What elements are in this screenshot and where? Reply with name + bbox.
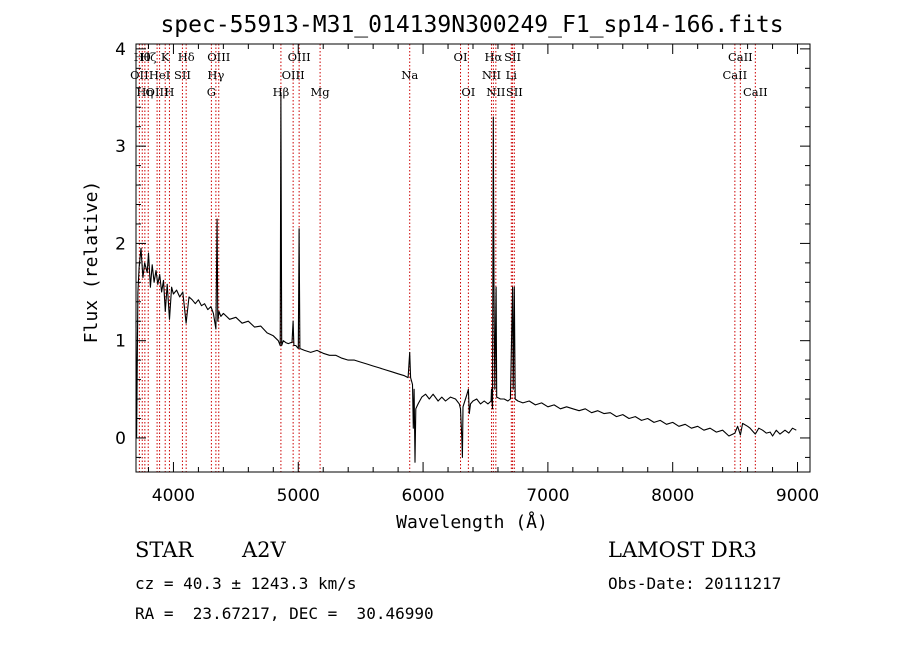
line-marker-label: SII <box>174 68 191 82</box>
x-tick-label: 8000 <box>651 486 694 506</box>
line-marker-label: OII <box>130 68 149 82</box>
line-marker-label: CaII <box>728 50 753 64</box>
line-marker-label: Hα <box>484 50 502 64</box>
redshift-cz: cz = 40.3 ± 1243.3 km/s <box>135 574 357 593</box>
x-tick-label: 7000 <box>526 486 569 506</box>
spectrum-chart: spec-55913-M31_014139N300249_F1_sp14-166… <box>81 12 819 533</box>
line-marker-label: NII <box>486 85 505 99</box>
y-tick-label: 2 <box>115 234 126 254</box>
line-marker-label: Li <box>506 68 518 82</box>
line-marker-label: Mg <box>311 85 331 99</box>
line-marker-label: OIII <box>207 50 230 64</box>
line-marker-label: Hθ <box>134 50 151 64</box>
plot-frame <box>135 43 811 473</box>
line-marker-label: HeI <box>149 68 170 82</box>
x-tick-label: 5000 <box>277 486 320 506</box>
line-marker-label: Hγ <box>207 68 224 82</box>
y-tick-label: 4 <box>115 40 126 60</box>
line-marker-label: K <box>161 50 170 64</box>
line-marker-label: OI <box>461 85 475 99</box>
line-marker-label: SII <box>506 85 523 99</box>
line-markers <box>138 44 756 472</box>
y-tick-label: 1 <box>115 332 126 352</box>
ra-dec: RA = 23.67217, DEC = 30.46990 <box>135 604 434 623</box>
line-marker-label: Hβ <box>273 85 290 99</box>
line-marker-label: Hδ <box>178 50 195 64</box>
line-marker-label: OIII <box>282 68 305 82</box>
x-tick-label: 9000 <box>776 486 819 506</box>
line-marker-label: NII <box>482 68 501 82</box>
line-marker-label: G <box>207 85 216 99</box>
axis-tick-labels: 4000 5000 6000 7000 8000 9000 0 1 2 3 4 <box>115 40 819 506</box>
line-marker-label: Hη <box>136 85 153 99</box>
line-marker-label: OI <box>454 50 468 64</box>
line-marker-label: H <box>164 85 174 99</box>
y-axis-label: Flux (relative) <box>81 181 102 344</box>
object-class: STAR <box>135 538 194 562</box>
line-marker-labels: OIIHθHηHζOIIIHeIKHSIIHδGHγOIIIHβOIIIOIII… <box>130 50 768 99</box>
object-subclass: A2V <box>242 538 286 562</box>
line-marker-label: Hζ <box>140 50 156 64</box>
line-marker-label: OIII <box>288 50 311 64</box>
line-marker-label: Na <box>401 68 418 82</box>
x-tick-label: 4000 <box>152 486 195 506</box>
survey-name: LAMOST DR3 <box>608 538 757 562</box>
line-marker-label: SII <box>504 50 521 64</box>
y-tick-label: 0 <box>115 429 126 449</box>
axis-ticks <box>136 44 810 472</box>
chart-title: spec-55913-M31_014139N300249_F1_sp14-166… <box>160 12 783 38</box>
x-tick-label: 6000 <box>401 486 444 506</box>
line-marker-label: OIII <box>146 85 169 99</box>
line-marker-label: CaII <box>743 85 768 99</box>
y-tick-label: 3 <box>115 137 126 157</box>
spectrum-line <box>135 92 797 463</box>
observation-date: Obs-Date: 20111217 <box>608 574 782 593</box>
line-marker-label: CaII <box>722 68 747 82</box>
x-axis-label: Wavelength (Å) <box>396 511 548 533</box>
